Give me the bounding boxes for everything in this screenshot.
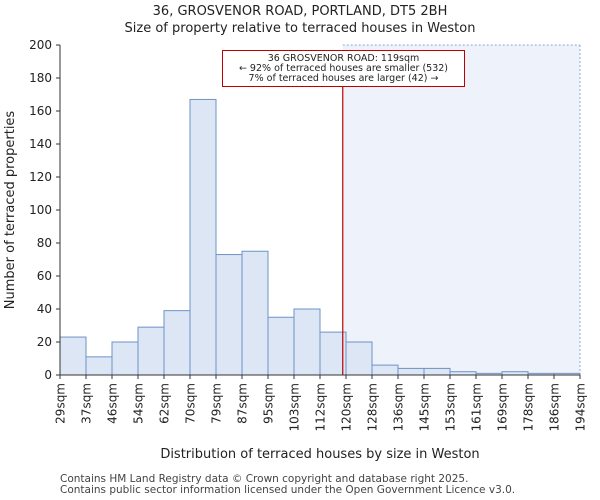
larger-region-highlight — [342, 45, 580, 375]
histogram-bar — [423, 367, 451, 376]
histogram-bar — [137, 326, 165, 376]
y-tick-label: 120 — [29, 170, 52, 184]
x-tick-label: 120sqm — [340, 383, 354, 431]
annotation-box: 36 GROSVENOR ROAD: 119sqm ← 92% of terra… — [222, 50, 465, 87]
histogram-bar — [345, 341, 373, 376]
y-tick-label: 140 — [29, 137, 52, 151]
x-tick-label: 62sqm — [158, 383, 172, 424]
x-tick-label: 112sqm — [314, 383, 328, 431]
histogram-bar — [59, 336, 87, 376]
y-tick-label: 100 — [29, 203, 52, 217]
histogram-bar — [293, 308, 321, 376]
histogram-bar — [163, 310, 191, 376]
y-tick-label: 20 — [37, 335, 52, 349]
x-tick-label: 95sqm — [262, 383, 276, 424]
footer-line-2: Contains public sector information licen… — [60, 484, 516, 496]
x-tick-label: 194sqm — [574, 383, 588, 431]
annotation-line-1: 36 GROSVENOR ROAD: 119sqm — [267, 53, 420, 64]
x-tick-label: 103sqm — [288, 383, 302, 431]
x-tick-label: 145sqm — [418, 383, 432, 431]
x-tick-label: 29sqm — [54, 383, 68, 424]
x-tick-label: 37sqm — [80, 383, 94, 424]
chart-title: 36, GROSVENOR ROAD, PORTLAND, DT5 2BH — [152, 4, 448, 19]
x-tick-label: 79sqm — [210, 383, 224, 424]
annotation-line-3: 7% of terraced houses are larger (42) → — [248, 73, 439, 84]
histogram-bar — [241, 250, 269, 376]
x-tick-label: 161sqm — [470, 383, 484, 431]
y-tick-label: 40 — [37, 302, 52, 316]
x-tick-label: 128sqm — [366, 383, 380, 431]
y-tick-label: 180 — [29, 71, 52, 85]
histogram-bar — [319, 331, 347, 376]
histogram-bar — [215, 254, 243, 376]
x-tick-label: 186sqm — [548, 383, 562, 431]
x-tick-label: 87sqm — [236, 383, 250, 424]
histogram-bar — [111, 341, 139, 376]
histogram-bar — [371, 364, 399, 376]
y-tick-label: 80 — [37, 236, 52, 250]
footer-line-1: Contains HM Land Registry data © Crown c… — [60, 473, 469, 485]
y-tick-label: 200 — [29, 38, 52, 52]
y-tick-label: 0 — [44, 368, 52, 382]
x-tick-label: 136sqm — [392, 383, 406, 431]
x-tick-label: 169sqm — [496, 383, 510, 431]
histogram-bar — [267, 316, 295, 376]
x-tick-label: 46sqm — [106, 383, 120, 424]
annotation-line-2: ← 92% of terraced houses are smaller (53… — [238, 63, 449, 74]
x-tick-label: 178sqm — [522, 383, 536, 431]
histogram-bar — [189, 98, 217, 376]
histogram-bar — [85, 356, 113, 376]
chart-subtitle: Size of property relative to terraced ho… — [124, 21, 476, 36]
histogram-bar — [397, 367, 425, 376]
y-tick-label: 60 — [37, 269, 52, 283]
x-tick-label: 54sqm — [132, 383, 146, 424]
x-axis-label: Distribution of terraced houses by size … — [160, 447, 479, 462]
x-tick-label: 70sqm — [184, 383, 198, 424]
y-tick-label: 160 — [29, 104, 52, 118]
y-axis-label: Number of terraced properties — [3, 111, 18, 310]
x-tick-label: 153sqm — [444, 383, 458, 431]
